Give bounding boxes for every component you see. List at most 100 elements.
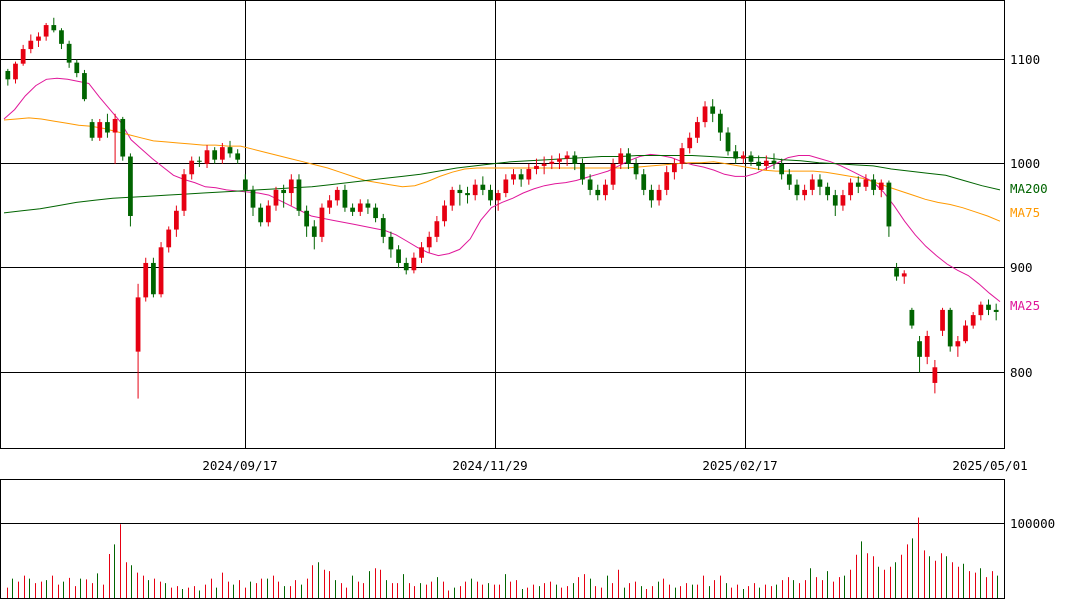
candle-body xyxy=(449,189,455,206)
volume-bars xyxy=(7,517,998,598)
price-tick-label: 1100 xyxy=(1010,52,1040,67)
ma-line-ma25 xyxy=(3,77,1001,302)
candle-body xyxy=(411,257,417,271)
candle-body xyxy=(426,236,432,248)
candle-body xyxy=(457,189,463,194)
candle-body xyxy=(89,122,95,138)
candle-body xyxy=(66,43,72,63)
candle-body xyxy=(878,182,884,190)
date-tick-label: 2025/05/01 xyxy=(952,458,1027,473)
candle-body xyxy=(5,70,11,80)
candle-body xyxy=(694,122,700,138)
candle-body xyxy=(174,210,179,230)
candle-body xyxy=(756,161,762,166)
candle-body xyxy=(855,182,861,187)
candle-body xyxy=(917,341,922,357)
candle-body xyxy=(848,182,853,196)
candle-body xyxy=(534,165,539,170)
candle-body xyxy=(894,268,899,277)
candle-body xyxy=(825,186,830,196)
candle-body xyxy=(710,106,716,114)
candle-body xyxy=(151,262,156,295)
candle-body xyxy=(526,169,532,180)
candle-body xyxy=(664,172,670,190)
candle-body xyxy=(687,137,693,149)
candle-body xyxy=(434,221,440,237)
candle-body xyxy=(105,122,110,133)
candle-body xyxy=(993,309,999,312)
volume-panel-frame xyxy=(0,479,1005,599)
candle-body xyxy=(465,193,470,196)
candle-body xyxy=(901,273,907,277)
candle-body xyxy=(740,155,746,159)
candle-body xyxy=(196,160,202,162)
candle-body xyxy=(128,156,133,216)
candle-body xyxy=(518,174,524,180)
candle-body xyxy=(189,160,195,175)
ma-line-ma75 xyxy=(3,117,1001,222)
price-panel-frame xyxy=(0,0,1005,449)
candle-body xyxy=(36,36,41,41)
candle-body xyxy=(702,106,708,123)
candle-body xyxy=(265,205,271,223)
candle-body xyxy=(143,262,149,298)
candle-body xyxy=(817,179,823,187)
candle-body xyxy=(472,184,478,196)
candle-body xyxy=(350,207,355,212)
candle-body xyxy=(288,179,294,194)
candle-body xyxy=(181,174,187,211)
candle-body xyxy=(886,182,892,227)
candle-body xyxy=(970,315,976,326)
candle-body xyxy=(840,195,846,206)
candle-body xyxy=(940,309,945,331)
candle-body xyxy=(488,189,493,201)
candle-body xyxy=(603,184,608,196)
date-tick-label: 2024/09/17 xyxy=(202,458,277,473)
candle-body xyxy=(679,148,685,164)
candle-body xyxy=(365,203,371,208)
candle-body xyxy=(212,150,218,160)
candle-body xyxy=(13,63,18,80)
candle-body xyxy=(503,179,509,194)
candle-body xyxy=(373,207,378,219)
candle-body xyxy=(166,229,172,248)
candle-body xyxy=(549,161,555,164)
candle-body xyxy=(388,236,394,250)
candle-body xyxy=(442,205,447,222)
candle-body xyxy=(97,122,103,138)
legend-ma25: MA25 xyxy=(1010,298,1040,313)
candle-body xyxy=(273,189,279,206)
candle-body xyxy=(51,25,57,31)
candle-body xyxy=(771,160,777,164)
candle-body xyxy=(802,189,808,196)
candle-body xyxy=(480,184,486,190)
candle-body xyxy=(59,30,64,44)
legend-ma75: MA75 xyxy=(1010,205,1040,220)
candle-body xyxy=(403,262,409,271)
candle-body xyxy=(219,147,225,160)
candle-body xyxy=(618,153,624,164)
candle-body xyxy=(281,189,287,194)
candle-body xyxy=(947,309,953,347)
candle-body xyxy=(304,210,310,227)
candle-body xyxy=(786,174,792,185)
candle-body xyxy=(419,247,424,258)
candle-body xyxy=(580,163,585,180)
price-tick-label: 1000 xyxy=(1010,156,1040,171)
date-tick-label: 2024/11/29 xyxy=(452,458,527,473)
candle-body xyxy=(235,153,241,160)
candle-body xyxy=(986,304,991,310)
candle-body xyxy=(311,226,317,237)
candle-body xyxy=(832,195,838,206)
candle-body xyxy=(204,150,210,164)
candle-body xyxy=(717,113,723,133)
candle-body xyxy=(809,179,815,190)
candle-body xyxy=(342,189,348,208)
candle-body xyxy=(572,155,578,164)
candle-body xyxy=(963,325,968,342)
candle-body xyxy=(610,163,616,185)
candle-body xyxy=(135,297,141,352)
candle-body xyxy=(672,163,677,173)
date-tick-label: 2025/02/17 xyxy=(702,458,777,473)
